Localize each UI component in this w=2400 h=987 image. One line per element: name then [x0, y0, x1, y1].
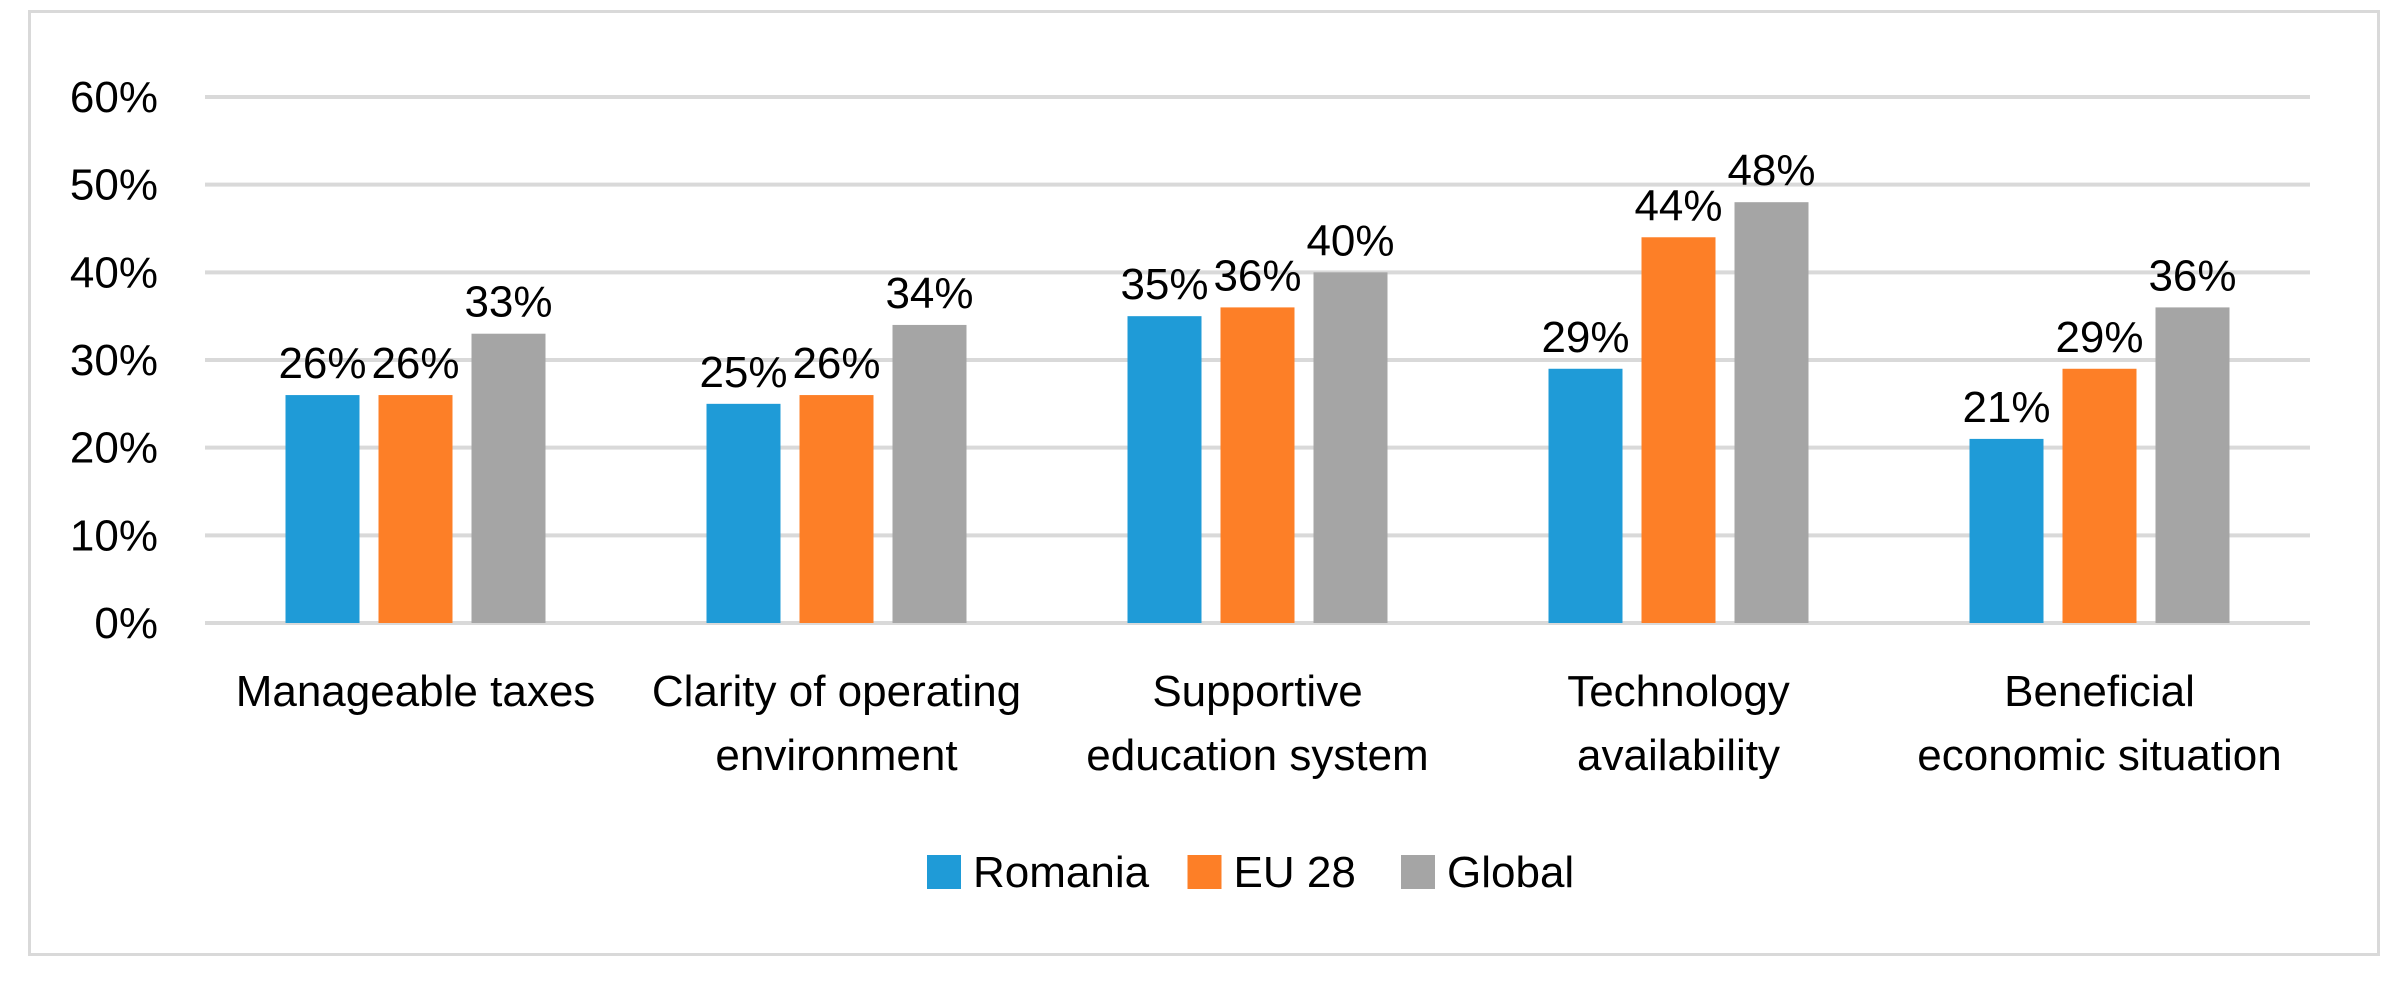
x-category-label: Manageable taxes — [236, 667, 596, 716]
y-tick-label: 40% — [70, 248, 158, 297]
y-tick-label: 30% — [70, 336, 158, 385]
data-label: 36% — [2148, 251, 2236, 300]
data-label: 36% — [1213, 251, 1301, 300]
bar-romania — [1127, 316, 1202, 623]
data-label: 29% — [1541, 313, 1629, 362]
x-axis-labels: Manageable taxes Clarity of operating envi… — [236, 667, 2282, 780]
bars — [285, 202, 2230, 623]
bar-eu-28 — [378, 395, 453, 623]
bar-global — [892, 324, 967, 623]
bar-eu-28 — [2062, 368, 2137, 623]
y-tick-label: 60% — [70, 73, 158, 122]
data-label: 26% — [278, 339, 366, 388]
bar-eu-28 — [1641, 237, 1716, 623]
legend: Romania EU 28 Global — [927, 848, 1574, 897]
y-tick-label: 0% — [94, 599, 158, 648]
data-label: 26% — [371, 339, 459, 388]
legend-swatch-romania — [927, 855, 961, 889]
x-category-label: Beneficial — [2004, 667, 2195, 716]
y-tick-label: 10% — [70, 511, 158, 560]
data-label: 33% — [464, 278, 552, 327]
bar-romania — [1969, 438, 2044, 623]
data-label: 48% — [1727, 146, 1815, 195]
data-label: 34% — [885, 269, 973, 318]
data-label: 25% — [699, 348, 787, 397]
x-category-label: environment — [715, 731, 957, 780]
x-category-label: Supportive — [1152, 667, 1362, 716]
data-label: 29% — [2055, 313, 2143, 362]
data-labels: 26% 25%35%29%21%26% 26%36%44%29%33% 34%40%4… — [278, 146, 2236, 432]
data-label: 40% — [1306, 216, 1394, 265]
data-label: 35% — [1120, 260, 1208, 309]
bar-global — [2155, 307, 2230, 623]
legend-swatch-eu-28 — [1187, 855, 1222, 889]
bar-romania — [285, 395, 360, 623]
x-category-label: Technology — [1567, 667, 1790, 716]
bar-global — [1313, 272, 1388, 623]
bar-global — [471, 333, 546, 623]
x-category-label: availability — [1577, 731, 1780, 780]
bar-romania — [706, 403, 781, 623]
bar-global — [1734, 202, 1809, 623]
data-label: 44% — [1634, 181, 1722, 230]
y-axis-ticks: 0% 10% 20% 30% 40% 50% 60% — [70, 73, 158, 648]
bar-romania — [1548, 368, 1623, 623]
bar-eu-28 — [799, 395, 874, 623]
legend-label: EU 28 — [1234, 848, 1356, 897]
y-tick-label: 20% — [70, 424, 158, 473]
x-category-label: Clarity of operating — [652, 667, 1021, 716]
bar-eu-28 — [1220, 307, 1295, 623]
x-category-label: economic situation — [1917, 731, 2281, 780]
data-label: 26% — [792, 339, 880, 388]
legend-label: Global — [1447, 848, 1574, 897]
data-label: 21% — [1962, 383, 2050, 432]
gridlines — [205, 95, 2310, 625]
x-category-label: education system — [1086, 731, 1428, 780]
legend-swatch-global — [1401, 855, 1435, 889]
y-tick-label: 50% — [70, 161, 158, 210]
legend-label: Romania — [973, 848, 1150, 897]
